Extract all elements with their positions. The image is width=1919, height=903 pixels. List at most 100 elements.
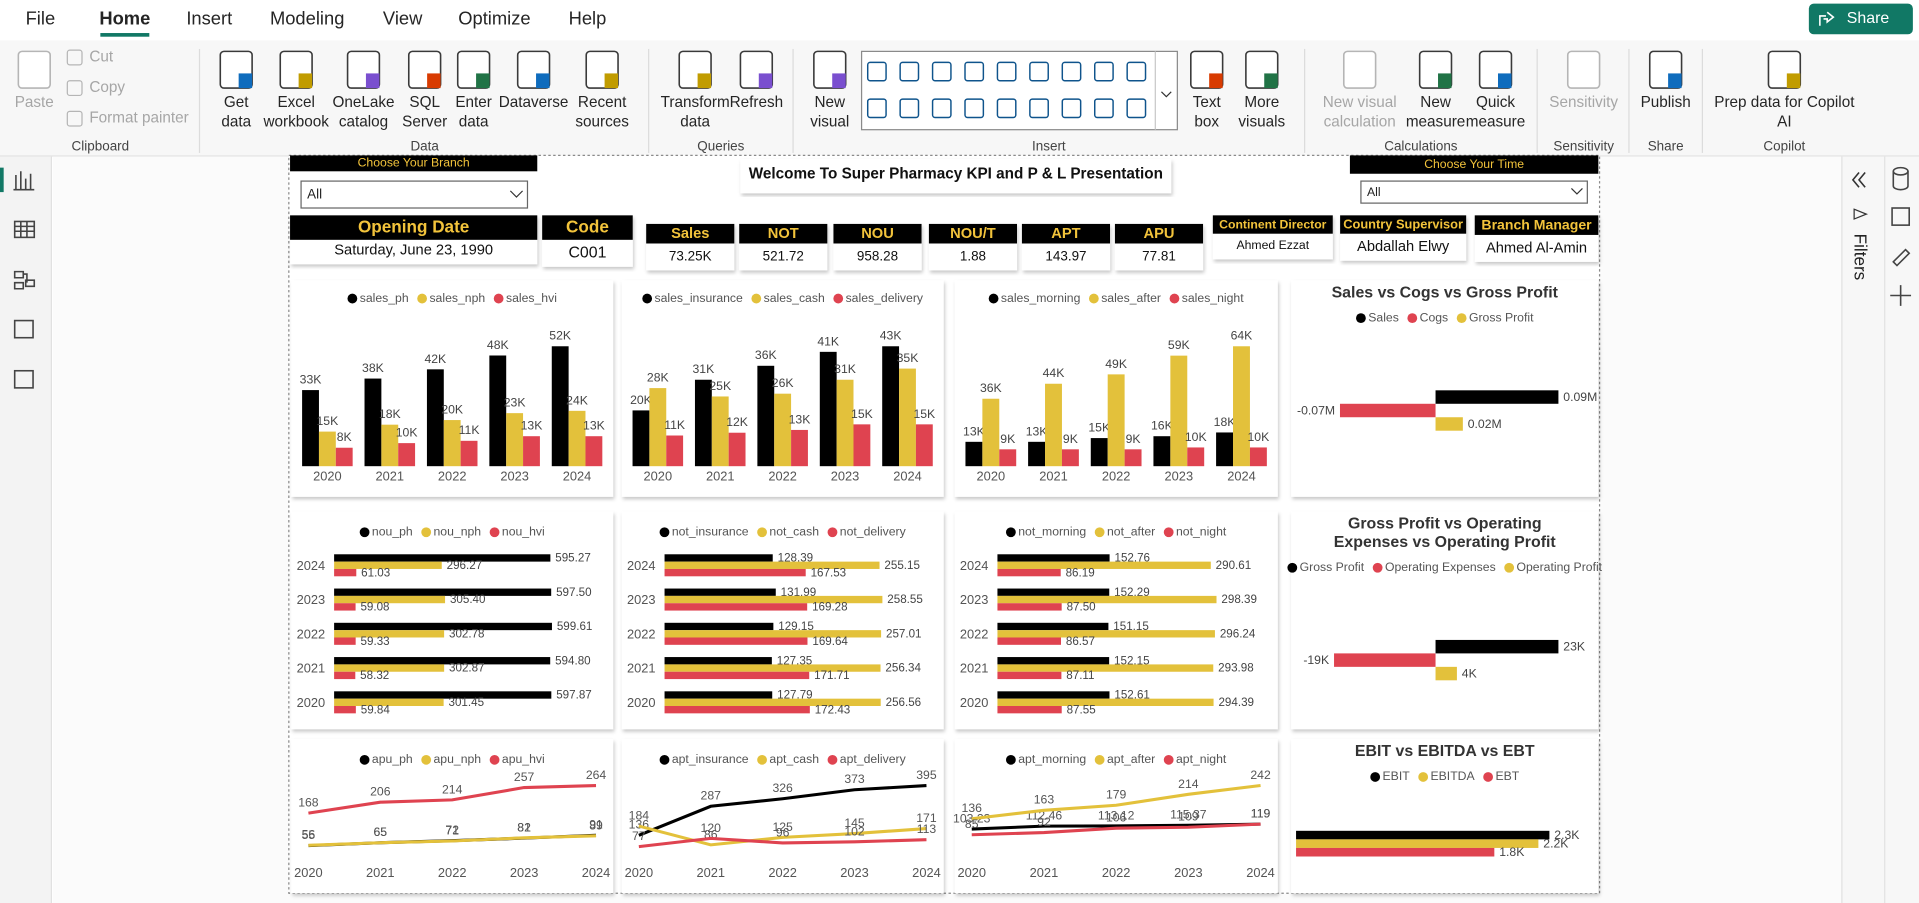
dropdown-chevron	[509, 190, 524, 198]
ribbon-button[interactable]: OneLake	[332, 94, 394, 111]
ribbon-button[interactable]: Excel	[277, 94, 314, 111]
ribbon-button[interactable]: Text	[1193, 94, 1222, 111]
ribbon-button[interactable]: Format painter	[89, 110, 188, 127]
slicer-dropdown[interactable]	[1360, 180, 1588, 204]
ribbon-button[interactable]: Transform	[661, 94, 730, 111]
visual-type-icon[interactable]	[1094, 61, 1114, 82]
ribbon-button[interactable]: calculation	[1324, 113, 1396, 130]
ribbon-button[interactable]: data	[221, 113, 251, 130]
menu-tab[interactable]: View	[383, 7, 423, 28]
add-pane-icon[interactable]	[1890, 285, 1912, 306]
menu-tab[interactable]: Optimize	[458, 7, 530, 28]
table-view-icon[interactable]	[13, 220, 36, 239]
ribbon-icon	[17, 50, 51, 89]
ribbon-button[interactable]: visuals	[1238, 113, 1285, 130]
data-label: 597.50	[556, 586, 592, 599]
ribbon-button[interactable]: sources	[575, 113, 629, 130]
x-tick-label: 2022	[438, 469, 467, 484]
ribbon-button[interactable]: Refresh	[730, 94, 784, 111]
menu-tab[interactable]: Insert	[186, 7, 232, 28]
visual-type-icon[interactable]	[899, 98, 920, 119]
ribbon-icon-accent	[238, 73, 253, 89]
menu-tab[interactable]: File	[26, 7, 56, 28]
ribbon-button[interactable]: Prep data for Copilot	[1714, 94, 1855, 111]
ribbon-button[interactable]: Enter	[455, 94, 492, 111]
visual-type-icon[interactable]	[964, 61, 985, 82]
ribbon-icon-accent	[1668, 73, 1682, 89]
bar	[334, 554, 551, 562]
data-label: 255.15	[884, 559, 920, 572]
data-label: 167.53	[811, 566, 847, 579]
visual-gallery[interactable]	[860, 50, 1178, 131]
ribbon-button[interactable]: Get	[224, 94, 249, 111]
ribbon-button[interactable]: Quick	[1476, 94, 1515, 111]
report-view-icon[interactable]	[13, 171, 35, 191]
ribbon-button[interactable]: visual	[810, 113, 849, 130]
share-label: Share	[1847, 10, 1890, 27]
ribbon-button[interactable]: data	[680, 113, 710, 130]
visual-type-icon[interactable]	[964, 98, 985, 119]
visual-type-icon[interactable]	[996, 98, 1017, 119]
data-label: 38K	[362, 361, 385, 375]
menu-tab[interactable]: Help	[569, 7, 607, 28]
model-view-icon[interactable]	[13, 270, 36, 290]
data-label: 15K	[851, 407, 874, 421]
ribbon-button[interactable]: box	[1194, 113, 1219, 130]
visual-type-icon[interactable]	[1061, 61, 1082, 82]
ribbon-button[interactable]: New	[1420, 94, 1452, 111]
chart-title: Gross Profit vs Operating Expenses vs Op…	[1333, 513, 1556, 551]
ribbon-button[interactable]: workbook	[262, 113, 329, 130]
visual-type-icon[interactable]	[996, 61, 1017, 82]
ribbon-button[interactable]: AI	[1777, 113, 1791, 130]
card-label: NOT	[768, 226, 799, 242]
visual-type-icon[interactable]	[1094, 98, 1114, 119]
ribbon-button[interactable]: Copy	[89, 79, 125, 96]
visual-type-icon[interactable]	[931, 98, 952, 119]
ribbon-button[interactable]: Cut	[89, 49, 114, 66]
bar	[882, 346, 900, 467]
visual-type-icon[interactable]	[866, 61, 887, 82]
data-label: 72	[445, 823, 459, 837]
bar	[728, 432, 746, 467]
visual-type-icon[interactable]	[1126, 61, 1147, 82]
visualizations-icon[interactable]	[1891, 207, 1911, 226]
ribbon-button[interactable]: Sensitivity	[1549, 94, 1618, 111]
data-label: 184	[629, 809, 650, 823]
visual-type-icon[interactable]	[1061, 98, 1082, 119]
ribbon-button[interactable]: measure	[1406, 113, 1465, 130]
ribbon-button[interactable]: measure	[1466, 113, 1525, 130]
dax-view-icon[interactable]	[13, 319, 34, 339]
tmdl-view-icon[interactable]	[13, 369, 34, 389]
slicer-dropdown[interactable]	[300, 180, 529, 209]
data-label: 120	[701, 821, 722, 835]
filters-pane-title[interactable]: Filters	[1850, 234, 1870, 281]
data-label: 125	[772, 820, 793, 834]
visual-type-icon[interactable]	[1029, 98, 1049, 119]
ribbon-button[interactable]: Paste	[15, 94, 54, 111]
collapse-filters-icon[interactable]	[1851, 172, 1866, 188]
visual-type-icon[interactable]	[866, 98, 887, 119]
format-icon[interactable]	[1892, 248, 1911, 267]
data-label: 102	[844, 824, 865, 838]
ribbon-button[interactable]: More	[1244, 94, 1279, 111]
ribbon-button[interactable]: SQL	[409, 94, 440, 111]
data-label: 264	[586, 768, 607, 782]
ribbon-button[interactable]: data	[459, 113, 489, 130]
menu-tab[interactable]: Home	[99, 7, 150, 28]
ribbon-button[interactable]: Dataverse	[499, 94, 569, 111]
menu-tab[interactable]: Modeling	[270, 7, 344, 28]
visual-type-icon[interactable]	[899, 61, 920, 82]
ribbon-button[interactable]: New visual	[1323, 94, 1397, 111]
legend-marker	[347, 293, 358, 304]
ribbon-button[interactable]: Publish	[1641, 94, 1691, 111]
ribbon-button[interactable]: New	[814, 94, 846, 111]
ribbon-button[interactable]: Recent	[578, 94, 627, 111]
legend: nou_ph nou_nph nou_hvi	[359, 524, 545, 538]
x-tick-label: 2020	[294, 865, 323, 880]
ribbon-button[interactable]: Server	[402, 113, 447, 130]
visual-type-icon[interactable]	[1126, 98, 1147, 119]
ribbon-button[interactable]: catalog	[339, 113, 388, 130]
visual-type-icon[interactable]	[1029, 61, 1049, 82]
visual-type-icon[interactable]	[931, 61, 952, 82]
share-button[interactable]	[1808, 3, 1913, 35]
